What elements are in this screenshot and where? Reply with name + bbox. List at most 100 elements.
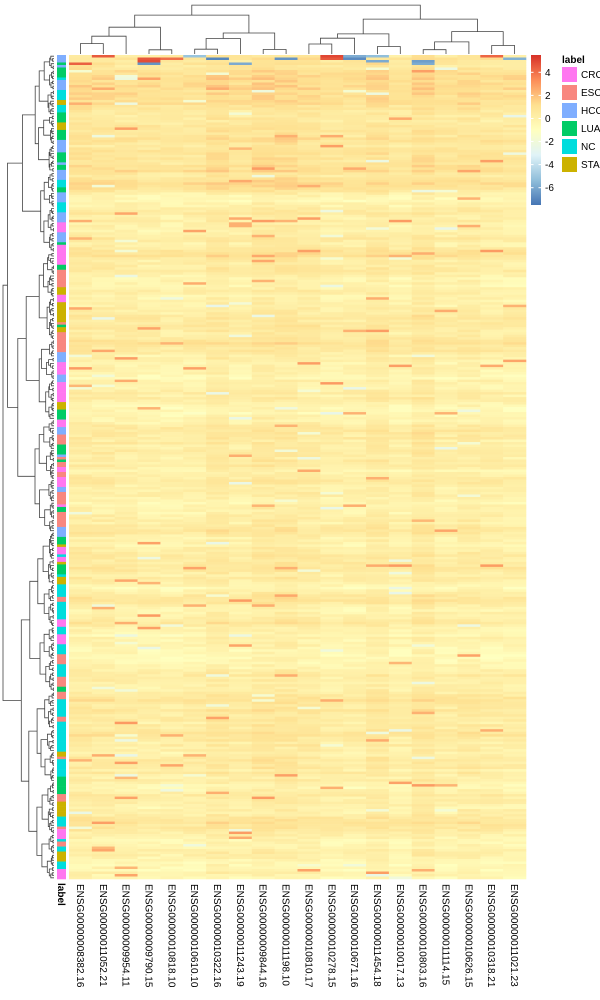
heatmap-cell xyxy=(320,159,344,163)
annotation-cell xyxy=(57,504,66,508)
heatmap-cell xyxy=(251,367,275,370)
heatmap-cell xyxy=(183,232,207,236)
heatmap-cell xyxy=(411,511,435,515)
heatmap-cell xyxy=(114,137,138,141)
heatmap-cell xyxy=(320,109,344,113)
heatmap-cell xyxy=(411,182,435,186)
heatmap-cell xyxy=(388,491,413,495)
heatmap-cell xyxy=(480,159,504,163)
heatmap-cell xyxy=(206,152,230,156)
heatmap-cell xyxy=(274,549,298,553)
heatmap-cell xyxy=(137,606,161,610)
heatmap-cell xyxy=(411,119,435,123)
heatmap-cell xyxy=(480,92,504,96)
heatmap-cell xyxy=(183,269,207,273)
heatmap-cell xyxy=(91,574,115,578)
heatmap-cell xyxy=(228,569,253,573)
heatmap-cell xyxy=(114,317,138,320)
heatmap-cell xyxy=(251,104,275,108)
heatmap-cell xyxy=(228,439,253,443)
heatmap-cell xyxy=(457,516,481,520)
heatmap-cell xyxy=(297,329,321,333)
heatmap-cell xyxy=(480,72,504,76)
heatmap-cell xyxy=(251,606,275,610)
heatmap-cell xyxy=(228,74,253,78)
heatmap-cell xyxy=(274,412,298,415)
heatmap-cell xyxy=(274,442,298,445)
heatmap-cell xyxy=(91,496,115,500)
heatmap-cell xyxy=(183,332,207,335)
heatmap-cell xyxy=(69,471,93,475)
heatmap-cell xyxy=(343,601,367,605)
heatmap-cell xyxy=(91,304,115,308)
annotation-cell xyxy=(57,799,66,802)
heatmap-cell xyxy=(160,352,184,355)
heatmap-cell xyxy=(411,329,435,333)
heatmap-cell xyxy=(297,526,321,530)
heatmap-cell xyxy=(114,314,138,318)
annotation-cell xyxy=(57,686,66,693)
heatmap-cell xyxy=(206,302,230,305)
heatmap-cell xyxy=(343,224,367,228)
heatmap-cell xyxy=(457,589,481,593)
heatmap-cell xyxy=(457,327,481,330)
heatmap-cell xyxy=(183,124,207,128)
heatmap-cell xyxy=(91,444,115,448)
heatmap-cell xyxy=(411,167,435,171)
heatmap-cell xyxy=(228,104,253,108)
heatmap-cell xyxy=(434,357,458,360)
heatmap-cell xyxy=(480,402,504,405)
heatmap-cell xyxy=(297,606,321,610)
heatmap-cell xyxy=(137,127,161,131)
heatmap-cell xyxy=(114,57,138,61)
heatmap-cell xyxy=(503,594,527,598)
heatmap-cell xyxy=(411,541,435,545)
heatmap-cell xyxy=(274,387,298,390)
heatmap-cell xyxy=(183,59,207,63)
heatmap-cell xyxy=(297,566,321,570)
heatmap-cell xyxy=(114,267,138,271)
heatmap-cell xyxy=(91,337,115,340)
heatmap-cell xyxy=(160,294,184,298)
heatmap-cell xyxy=(69,601,93,605)
dendrogram-branch xyxy=(108,26,161,50)
heatmap-cell xyxy=(320,579,344,583)
dendrogram-branch xyxy=(52,80,54,85)
heatmap-cell xyxy=(137,107,161,111)
heatmap-cell xyxy=(160,501,184,505)
heatmap-cell xyxy=(434,601,458,605)
heatmap-cell xyxy=(343,449,367,453)
heatmap-cell xyxy=(251,566,275,570)
heatmap-cell xyxy=(343,162,367,166)
heatmap-cell xyxy=(69,377,93,380)
heatmap-cell xyxy=(503,224,527,228)
heatmap-cell xyxy=(388,362,413,365)
annotation-cell xyxy=(57,169,66,181)
heatmap-cell xyxy=(228,601,253,605)
heatmap-cell xyxy=(160,586,184,590)
dendrogram-branch xyxy=(51,397,54,402)
heatmap-cell xyxy=(457,164,481,168)
heatmap-cell xyxy=(183,212,207,216)
heatmap-cell xyxy=(457,519,481,523)
heatmap-cell xyxy=(297,304,321,308)
heatmap-cell xyxy=(137,239,161,243)
heatmap-cell xyxy=(183,447,207,450)
heatmap-cell xyxy=(206,237,230,241)
heatmap-cell xyxy=(206,242,230,246)
heatmap-cell xyxy=(366,349,390,353)
heatmap-cell xyxy=(320,354,344,358)
heatmap-cell xyxy=(411,59,435,63)
heatmap-cell xyxy=(366,379,390,383)
heatmap-cell xyxy=(114,74,138,78)
heatmap-cell xyxy=(503,571,527,575)
heatmap-cell xyxy=(69,467,93,470)
dendrogram-branch xyxy=(51,278,54,282)
heatmap-cell xyxy=(69,259,93,263)
heatmap-cell xyxy=(457,357,481,360)
heatmap-cell xyxy=(343,399,367,403)
heatmap-cell xyxy=(457,476,481,480)
heatmap-cell xyxy=(274,307,298,310)
heatmap-cell xyxy=(206,459,230,463)
heatmap-cell xyxy=(503,596,527,600)
